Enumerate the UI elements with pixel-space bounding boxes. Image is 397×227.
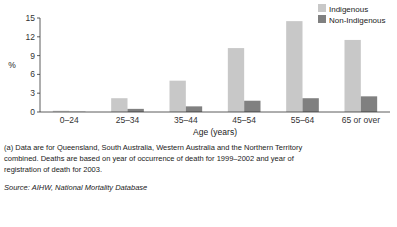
legend: Indigenous Non-Indigenous bbox=[318, 4, 385, 25]
bar bbox=[286, 21, 302, 112]
y-tick bbox=[37, 112, 40, 113]
legend-swatch bbox=[318, 4, 326, 12]
y-tick-label: 6 bbox=[30, 69, 35, 79]
footnote: registration of death for 2003. bbox=[4, 165, 102, 174]
bar bbox=[228, 48, 244, 112]
y-tick-label: 0 bbox=[30, 107, 35, 117]
footnote: combined. Deaths are based on year of oc… bbox=[4, 154, 295, 163]
y-tick bbox=[37, 74, 40, 75]
bar bbox=[170, 81, 186, 112]
chart: 0 3 6 9 12 15 0–24 25–34 35–44 45–54 55–64 65 or ov… bbox=[0, 0, 397, 227]
y-tick-label: 9 bbox=[30, 51, 35, 61]
bars bbox=[53, 21, 377, 112]
y-axis-label: % bbox=[8, 60, 16, 70]
y-tick bbox=[37, 55, 40, 56]
x-axis-label: Age (years) bbox=[193, 127, 237, 137]
footnote: (a) Data are for Queensland, South Austr… bbox=[4, 143, 302, 152]
y-tick-label: 15 bbox=[26, 13, 36, 23]
legend-label: Indigenous bbox=[329, 5, 368, 14]
x-tick-label: 25–34 bbox=[116, 115, 140, 125]
y-axis bbox=[40, 18, 41, 112]
x-tick-label: 0–24 bbox=[60, 115, 79, 125]
y-tick bbox=[37, 36, 40, 37]
legend-label: Non-Indigenous bbox=[329, 16, 385, 25]
legend-swatch bbox=[318, 15, 326, 23]
x-tick-label: 55–64 bbox=[291, 115, 315, 125]
bar bbox=[244, 101, 260, 112]
bar bbox=[345, 40, 361, 112]
x-tick-label: 45–54 bbox=[232, 115, 256, 125]
x-tick-label: 35–44 bbox=[174, 115, 198, 125]
y-tick-label: 3 bbox=[30, 88, 35, 98]
y-tick bbox=[37, 93, 40, 94]
x-axis bbox=[40, 112, 390, 113]
source: Source: AIHW, National Mortality Databas… bbox=[4, 183, 147, 192]
bar bbox=[111, 98, 127, 112]
y-tick-label: 12 bbox=[26, 32, 36, 42]
bar bbox=[186, 106, 202, 112]
y-tick bbox=[37, 18, 40, 19]
bar bbox=[361, 96, 377, 112]
x-tick-label: 65 or over bbox=[342, 115, 380, 125]
bar bbox=[128, 109, 144, 112]
bar bbox=[303, 98, 319, 112]
